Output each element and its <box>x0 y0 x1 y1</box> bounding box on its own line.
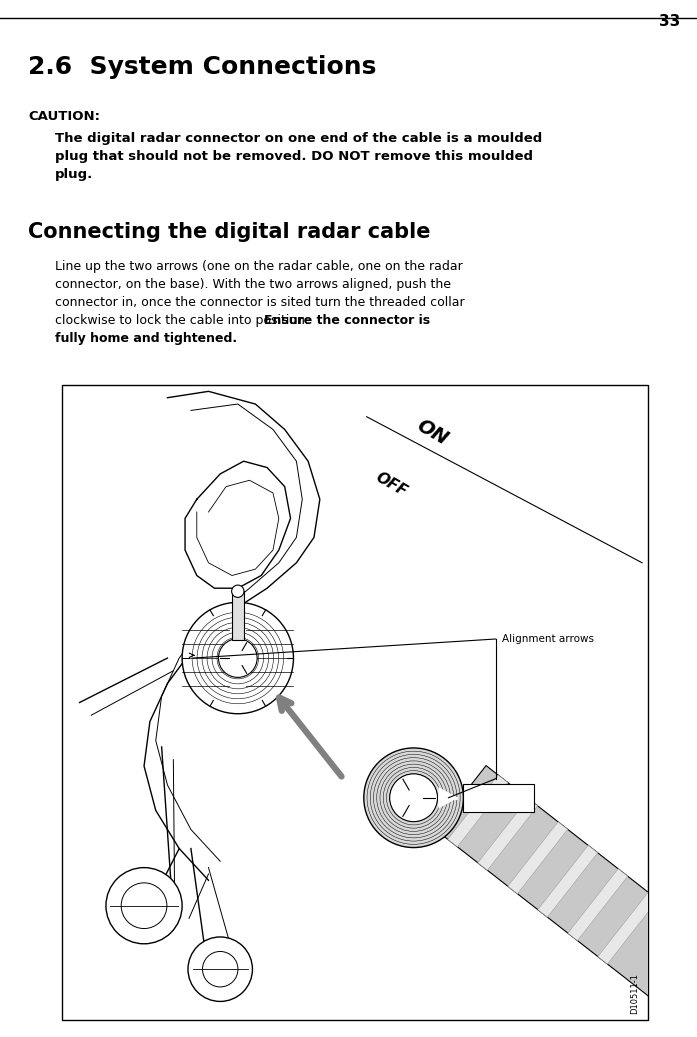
Circle shape <box>188 937 252 1002</box>
Polygon shape <box>436 765 697 1017</box>
Circle shape <box>203 952 238 987</box>
Text: Ensure the connector is: Ensure the connector is <box>263 314 429 327</box>
Text: OFF: OFF <box>373 470 409 499</box>
Text: Alignment arrows: Alignment arrows <box>502 634 594 644</box>
Text: fully home and tightened.: fully home and tightened. <box>55 332 237 345</box>
Text: connector in, once the connector is sited turn the threaded collar: connector in, once the connector is site… <box>55 296 465 309</box>
Text: plug that should not be removed. DO NOT remove this moulded: plug that should not be removed. DO NOT … <box>55 150 533 163</box>
Bar <box>62 385 648 1020</box>
Circle shape <box>390 774 438 821</box>
Circle shape <box>182 602 293 713</box>
Text: clockwise to lock the cable into position.: clockwise to lock the cable into positio… <box>55 314 313 327</box>
Polygon shape <box>478 798 537 870</box>
Polygon shape <box>568 869 628 941</box>
Text: connector, on the base). With the two arrows aligned, push the: connector, on the base). With the two ar… <box>55 278 451 291</box>
Text: 33: 33 <box>659 15 680 29</box>
Polygon shape <box>598 892 658 964</box>
Circle shape <box>106 868 182 944</box>
Text: Line up the two arrows (one on the radar cable, one on the radar: Line up the two arrows (one on the radar… <box>55 260 463 273</box>
Circle shape <box>231 585 244 597</box>
Polygon shape <box>508 822 568 894</box>
Bar <box>231 591 244 641</box>
Circle shape <box>364 748 464 847</box>
Circle shape <box>218 639 257 677</box>
Text: CAUTION:: CAUTION: <box>28 110 100 123</box>
Text: The digital radar connector on one end of the cable is a moulded: The digital radar connector on one end o… <box>55 132 542 145</box>
Text: D10511-1: D10511-1 <box>630 973 639 1013</box>
Text: plug.: plug. <box>55 168 93 181</box>
Polygon shape <box>464 784 534 812</box>
Polygon shape <box>440 789 456 807</box>
Polygon shape <box>447 775 507 847</box>
Text: Connecting the digital radar cable: Connecting the digital radar cable <box>28 222 431 242</box>
Text: ON: ON <box>413 416 452 448</box>
Polygon shape <box>538 845 598 917</box>
Circle shape <box>121 882 167 928</box>
Text: 2.6  System Connections: 2.6 System Connections <box>28 55 376 79</box>
